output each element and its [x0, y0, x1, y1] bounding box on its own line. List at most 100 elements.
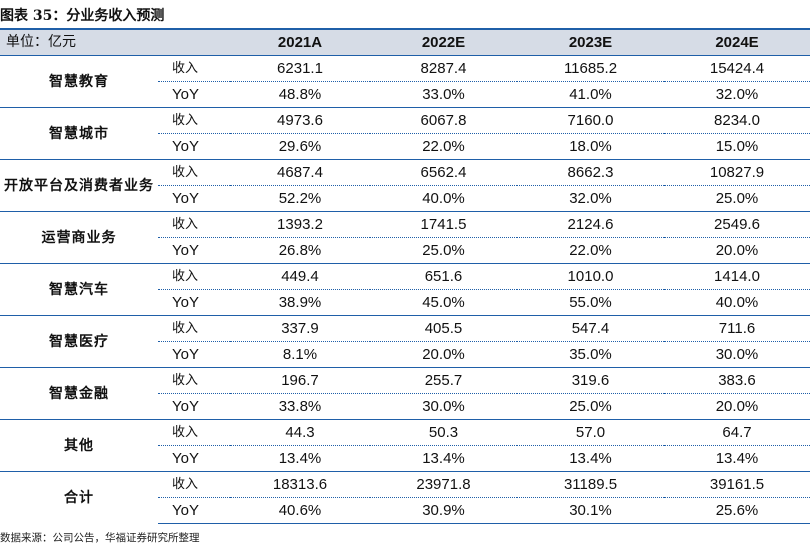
revenue-value: 39161.5 [664, 471, 810, 498]
table-row: 智慧金融 收入 196.7 255.7 319.6 383.6 [0, 367, 810, 420]
revenue-value: 15424.4 [664, 55, 810, 82]
table-row: 开放平台及消费者业务 收入 4687.4 6562.4 8662.3 10827.9 [0, 159, 810, 212]
yoy-label: YoY [158, 289, 230, 316]
yoy-value: 20.0% [664, 393, 810, 420]
revenue-value: 6562.4 [370, 159, 517, 186]
yoy-value: 13.4% [517, 445, 664, 472]
revenue-value: 196.7 [230, 367, 370, 394]
revenue-value: 255.7 [370, 367, 517, 394]
year-header: 2022E [421, 34, 466, 51]
revenue-value: 1393.2 [230, 211, 370, 238]
source-note: 数据来源：公司公告，华福证券研究所整理 [0, 532, 200, 544]
yoy-value: 8.1% [230, 341, 370, 368]
segment-name-text: 智慧金融 [49, 385, 109, 402]
segment-name: 智慧医疗 [0, 315, 158, 368]
yoy-value: 13.4% [664, 445, 810, 472]
revenue-forecast-table: 单位：亿元 2021A 2022E 2023E 2024E 智慧教育 收入 6231… [0, 30, 810, 524]
yoy-value: 25.6% [664, 497, 810, 524]
table-row: YoY 33.8% 30.0% 25.0% 20.0% [0, 393, 810, 420]
revenue-label: 收入 [158, 315, 230, 342]
segment-name: 智慧汽车 [0, 263, 158, 316]
table-row: 合计 收入 18313.6 23971.8 31189.5 39161.5 [0, 471, 810, 524]
yoy-value: 20.0% [664, 237, 810, 264]
yoy-value: 30.1% [517, 497, 664, 524]
revenue-value: 4687.4 [230, 159, 370, 186]
yoy-value: 30.0% [370, 393, 517, 420]
table-title: 图表 35：分业务收入预测 [0, 8, 165, 24]
yoy-value: 22.0% [370, 133, 517, 160]
table-row: 智慧汽车 收入 449.4 651.6 1010.0 1414.0 [0, 263, 810, 316]
table-row: 运营商业务 收入 1393.2 1741.5 2124.6 2549.6 [0, 211, 810, 264]
yoy-value: 13.4% [370, 445, 517, 472]
yoy-label: YoY [158, 81, 230, 108]
yoy-value: 35.0% [517, 341, 664, 368]
unit-label: 单位：亿元 [6, 34, 76, 50]
table-row: YoY 13.4% 13.4% 13.4% 13.4% [0, 445, 810, 472]
revenue-value: 18313.6 [230, 471, 370, 498]
yoy-value: 33.0% [370, 81, 517, 108]
revenue-label: 收入 [158, 367, 230, 394]
revenue-label: 收入 [158, 55, 230, 82]
yoy-label: YoY [158, 133, 230, 160]
yoy-value: 20.0% [370, 341, 517, 368]
table-body: 智慧教育 收入 6231.1 8287.4 11685.2 15424.4 YoY 48.8%… [0, 55, 810, 524]
segment-name-text: 智慧汽车 [49, 281, 109, 298]
revenue-label: 收入 [158, 107, 230, 134]
yoy-value: 25.0% [370, 237, 517, 264]
yoy-label: YoY [158, 393, 230, 420]
revenue-value: 8234.0 [664, 107, 810, 134]
revenue-value: 1010.0 [517, 263, 664, 290]
revenue-value: 10827.9 [664, 159, 810, 186]
segment-name: 合计 [0, 471, 158, 524]
revenue-value: 449.4 [230, 263, 370, 290]
revenue-value: 50.3 [370, 419, 517, 446]
revenue-value: 547.4 [517, 315, 664, 342]
year-header: 2023E [568, 34, 613, 51]
segment-name: 智慧城市 [0, 107, 158, 160]
revenue-value: 383.6 [664, 367, 810, 394]
yoy-value: 48.8% [230, 81, 370, 108]
revenue-value: 6067.8 [370, 107, 517, 134]
yoy-value: 25.0% [517, 393, 664, 420]
segment-name-text: 智慧城市 [49, 125, 109, 142]
segment-name: 开放平台及消费者业务 [0, 159, 158, 212]
yoy-label: YoY [158, 497, 230, 524]
revenue-value: 1414.0 [664, 263, 810, 290]
revenue-value: 4973.6 [230, 107, 370, 134]
yoy-value: 30.0% [664, 341, 810, 368]
yoy-value: 15.0% [664, 133, 810, 160]
revenue-label: 收入 [158, 471, 230, 498]
segment-name-text: 智慧教育 [49, 73, 109, 90]
table-row: YoY 26.8% 25.0% 22.0% 20.0% [0, 237, 810, 264]
segment-name-text: 开放平台及消费者业务 [4, 177, 154, 194]
revenue-label: 收入 [158, 159, 230, 186]
table-row: 智慧教育 收入 6231.1 8287.4 11685.2 15424.4 [0, 55, 810, 108]
revenue-value: 8287.4 [370, 55, 517, 82]
yoy-value: 45.0% [370, 289, 517, 316]
revenue-label: 收入 [158, 419, 230, 446]
yoy-value: 38.9% [230, 289, 370, 316]
title-divider [0, 28, 810, 30]
yoy-value: 41.0% [517, 81, 664, 108]
table-row: YoY 38.9% 45.0% 55.0% 40.0% [0, 289, 810, 316]
segment-name-text: 运营商业务 [41, 229, 117, 246]
segment-name-text: 合计 [64, 489, 94, 506]
table-row: YoY 8.1% 20.0% 35.0% 30.0% [0, 341, 810, 368]
yoy-value: 13.4% [230, 445, 370, 472]
yoy-value: 25.0% [664, 185, 810, 212]
segment-name-text: 智慧医疗 [49, 333, 109, 350]
yoy-value: 52.2% [230, 185, 370, 212]
yoy-value: 18.0% [517, 133, 664, 160]
revenue-value: 711.6 [664, 315, 810, 342]
revenue-value: 31189.5 [517, 471, 664, 498]
revenue-value: 44.3 [230, 419, 370, 446]
segment-name: 运营商业务 [0, 211, 158, 264]
year-header: 2021A [277, 34, 323, 51]
table-row: YoY 40.6% 30.9% 30.1% 25.6% [0, 497, 810, 524]
year-header: 2024E [715, 34, 759, 51]
yoy-value: 26.8% [230, 237, 370, 264]
table-row: YoY 29.6% 22.0% 18.0% 15.0% [0, 133, 810, 160]
revenue-value: 405.5 [370, 315, 517, 342]
yoy-value: 29.6% [230, 133, 370, 160]
revenue-value: 651.6 [370, 263, 517, 290]
